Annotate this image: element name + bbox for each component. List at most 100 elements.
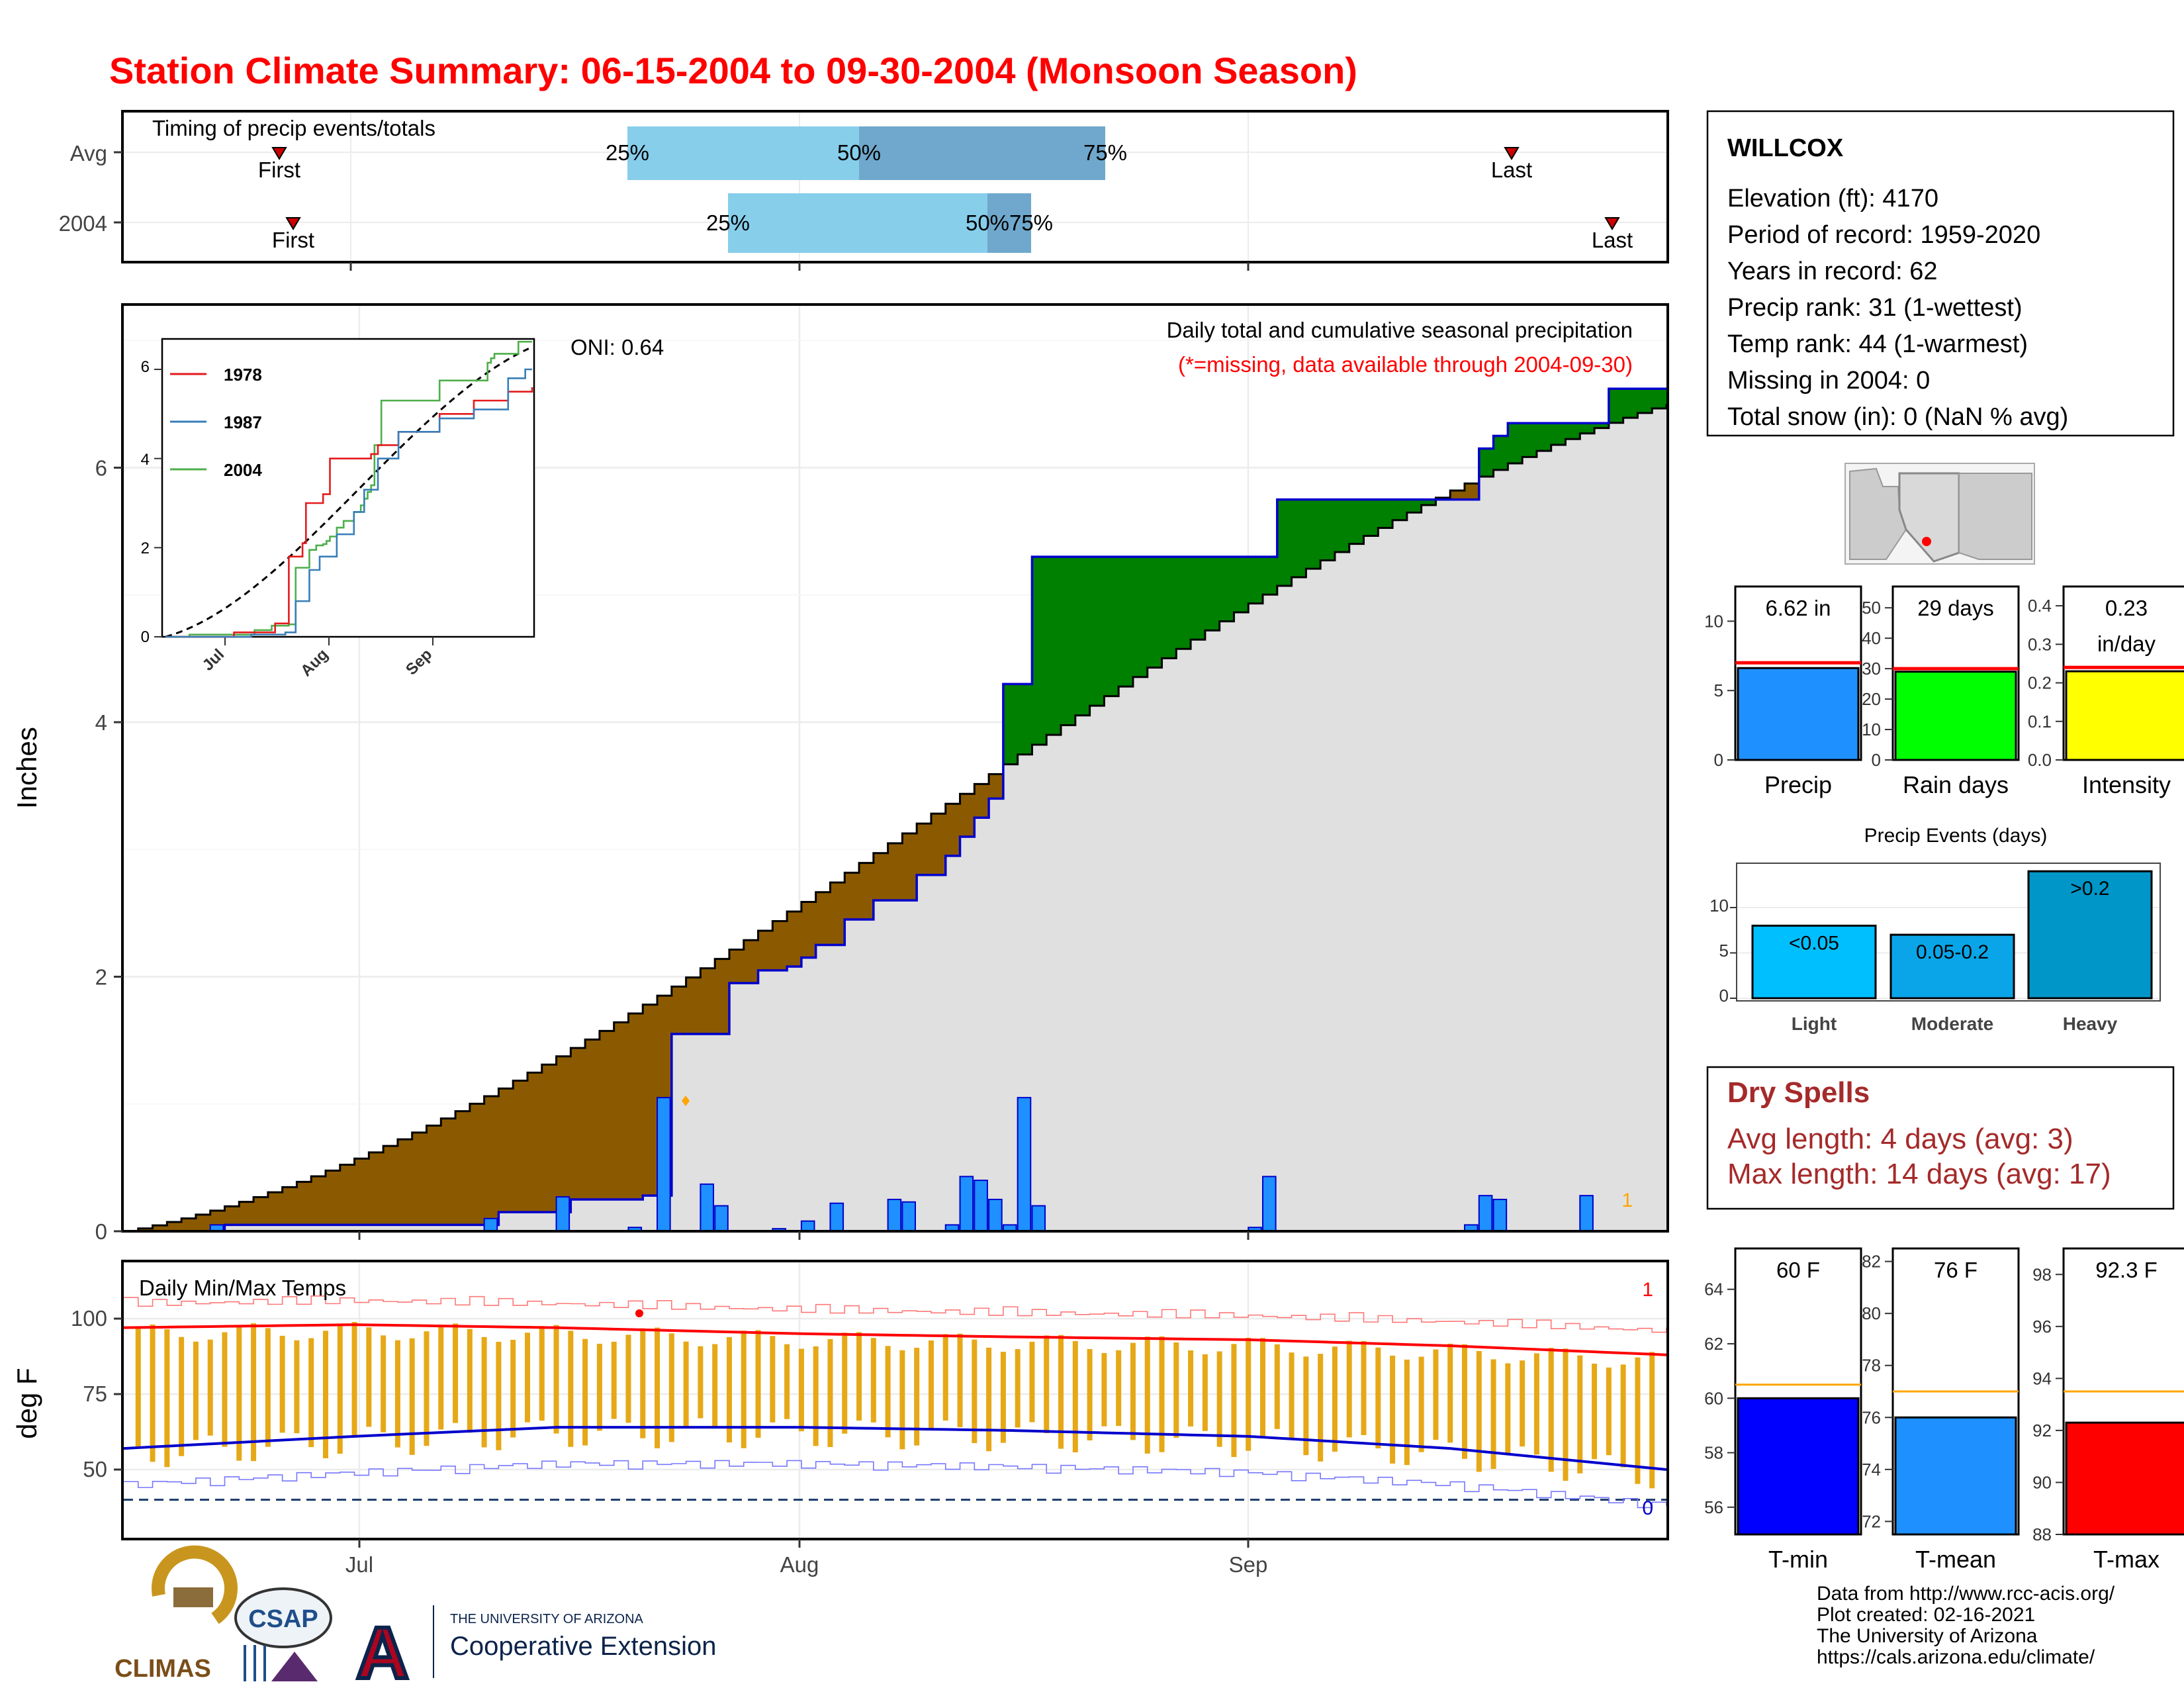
daily-temp-bar [1361,1340,1367,1435]
daily-precip-bar [887,1198,902,1232]
summary-bars: 0 5 10 6.62 in Precip 0 10 20 30 40 50 29 days Rain … [1704,585,2184,798]
avg-cumulative-line [124,404,1668,1233]
daily-temp-bar [1101,1353,1107,1427]
temp-xtick-aug: Aug [780,1552,819,1577]
daily-precip-bar [714,1205,729,1233]
tmax-label: T-max [2093,1546,2160,1573]
ua-logo: A THE UNIVERSITY OF ARIZONA Cooperative … [354,1605,716,1688]
cumulative-surplus-segment [1306,499,1321,569]
credit-plot-created: Plot created: 02-16-2021 [1817,1604,2036,1626]
daily-temp-bar [1490,1359,1496,1470]
precip-summary: 0 5 10 6.62 in Precip [1704,585,1862,798]
daily-precip-bar [483,1217,498,1233]
cumulative-deficit-segment [599,1031,615,1199]
timing-2004-box-upper [987,193,1031,253]
daily-temp-bar [1649,1352,1655,1489]
cumulative-deficit-segment [311,1176,326,1225]
inset-avg-line [165,348,529,638]
daily-temp-bar [1462,1344,1468,1459]
daily-temp-bar [1159,1336,1165,1452]
daily-precip-bar [657,1097,671,1232]
daily-temp-bar [207,1339,213,1436]
cumulative-deficit-segment [239,1201,254,1225]
daily-temp-bar [337,1323,343,1454]
daily-temp-bar [467,1329,473,1433]
daily-temp-bar [164,1329,170,1468]
timing-2004-last-label: Last [1592,228,1633,252]
daily-temp-bar [942,1334,948,1421]
daily-temp-bar [827,1338,833,1448]
daily-temp-bar [1216,1351,1222,1447]
rain-days-label: Rain days [1903,771,2009,798]
cumulative-surplus-segment [1291,499,1306,578]
events-bar-moderate [1889,933,2015,1000]
daily-temp-bar [265,1328,271,1447]
cumulative-surplus-segment [1421,499,1437,505]
precip-daily-bars [209,1096,1594,1233]
inset-y-axis: 0 2 4 6 [141,358,150,646]
station-period: Period of record: 1959-2020 [1727,221,2040,249]
timing-avg-box-lower [627,126,859,180]
cumulative-surplus-segment [1536,423,1552,451]
dry-spells-max: Max length: 14 days (avg: 17) [1727,1158,2111,1190]
daily-temp-bar [279,1335,285,1433]
daily-temp-bar [568,1331,574,1447]
rain-days-value-label: 29 days [1917,596,1994,620]
daily-temp-bar [1274,1344,1280,1429]
events-cat-moderate: Moderate [1911,1013,1993,1034]
daily-temp-bar [1044,1335,1050,1434]
temp-panel-frame [121,1260,1669,1540]
cumulative-deficit-segment [902,833,917,901]
cumulative-deficit-segment [974,784,989,818]
timing-avg-box-upper [859,126,1105,180]
dry-spells-box: Dry Spells Avg length: 4 days (avg: 3) M… [1706,1066,2175,1210]
daily-temp-bar [1015,1349,1021,1428]
daily-temp-bar [1130,1342,1136,1440]
tmax-ytick-2: 92 [2032,1421,2052,1440]
tmin-ytick-3: 62 [1704,1334,1723,1354]
temp-xtick-sep: Sep [1229,1552,1268,1577]
tmax-summary: 88 90 92 94 96 98 92.3 F T-max [2032,1247,2184,1573]
daily-temp-bar [481,1336,487,1448]
station-location-marker [1922,537,1931,546]
cumulative-deficit-segment [686,977,702,1035]
cumulative-surplus-segment [1320,499,1336,561]
cumulative-surplus-segment [1349,499,1365,544]
cumulative-surplus-segment [1205,557,1220,631]
page-title: Station Climate Summary: 06-15-2004 to 0… [109,50,1357,91]
daily-temp-bar [1116,1350,1122,1427]
cumulative-deficit-segment [801,902,817,958]
cumulative-surplus-segment [1334,499,1350,552]
daily-temp-bar [842,1333,848,1434]
daily-temp-bar [1346,1340,1352,1438]
cumulative-surplus-segment [1594,423,1610,428]
csap-logo-lines [244,1645,266,1681]
daily-precip-bar [1478,1195,1493,1233]
timing-avg-p75: 75% [1083,140,1127,165]
tmin-ytick-1: 58 [1704,1443,1723,1463]
cumulative-surplus-segment [1104,557,1119,696]
cumulative-deficit-segment [585,1039,600,1199]
cumulative-deficit-segment [815,892,831,945]
cumulative-surplus-segment [1234,557,1249,613]
tmean-ytick-1: 74 [1862,1460,1881,1479]
station-missing: Missing in 2004: 0 [1727,367,1930,395]
cumulative-surplus-segment [1565,423,1580,440]
daily-temp-bar [438,1325,444,1430]
temp-max-marker: 1 [1642,1279,1653,1301]
daily-precip-bar [1262,1176,1277,1233]
cumulative-deficit-segment [325,1170,341,1225]
inset-legend-1978: 1978 [224,365,262,385]
precip-y-axis: 0 2 4 6 [95,456,122,1244]
tmean-ytick-3: 78 [1862,1356,1881,1376]
temp-xtick-jul: Jul [345,1552,373,1577]
cumulative-deficit-segment [787,912,802,967]
events-bars: <0.05 0.05-0.2 >0.2 [1751,870,2153,1000]
daily-temp-bar [1577,1355,1583,1474]
credit-url: https://cals.arizona.edu/climate/ [1817,1646,2095,1668]
daily-temp-bar [1029,1341,1035,1423]
timing-2004-last-marker [1604,217,1620,230]
timing-panel: Timing of precip events/totals Avg 2004 … [59,110,1669,263]
temp-record-marker [635,1309,643,1317]
